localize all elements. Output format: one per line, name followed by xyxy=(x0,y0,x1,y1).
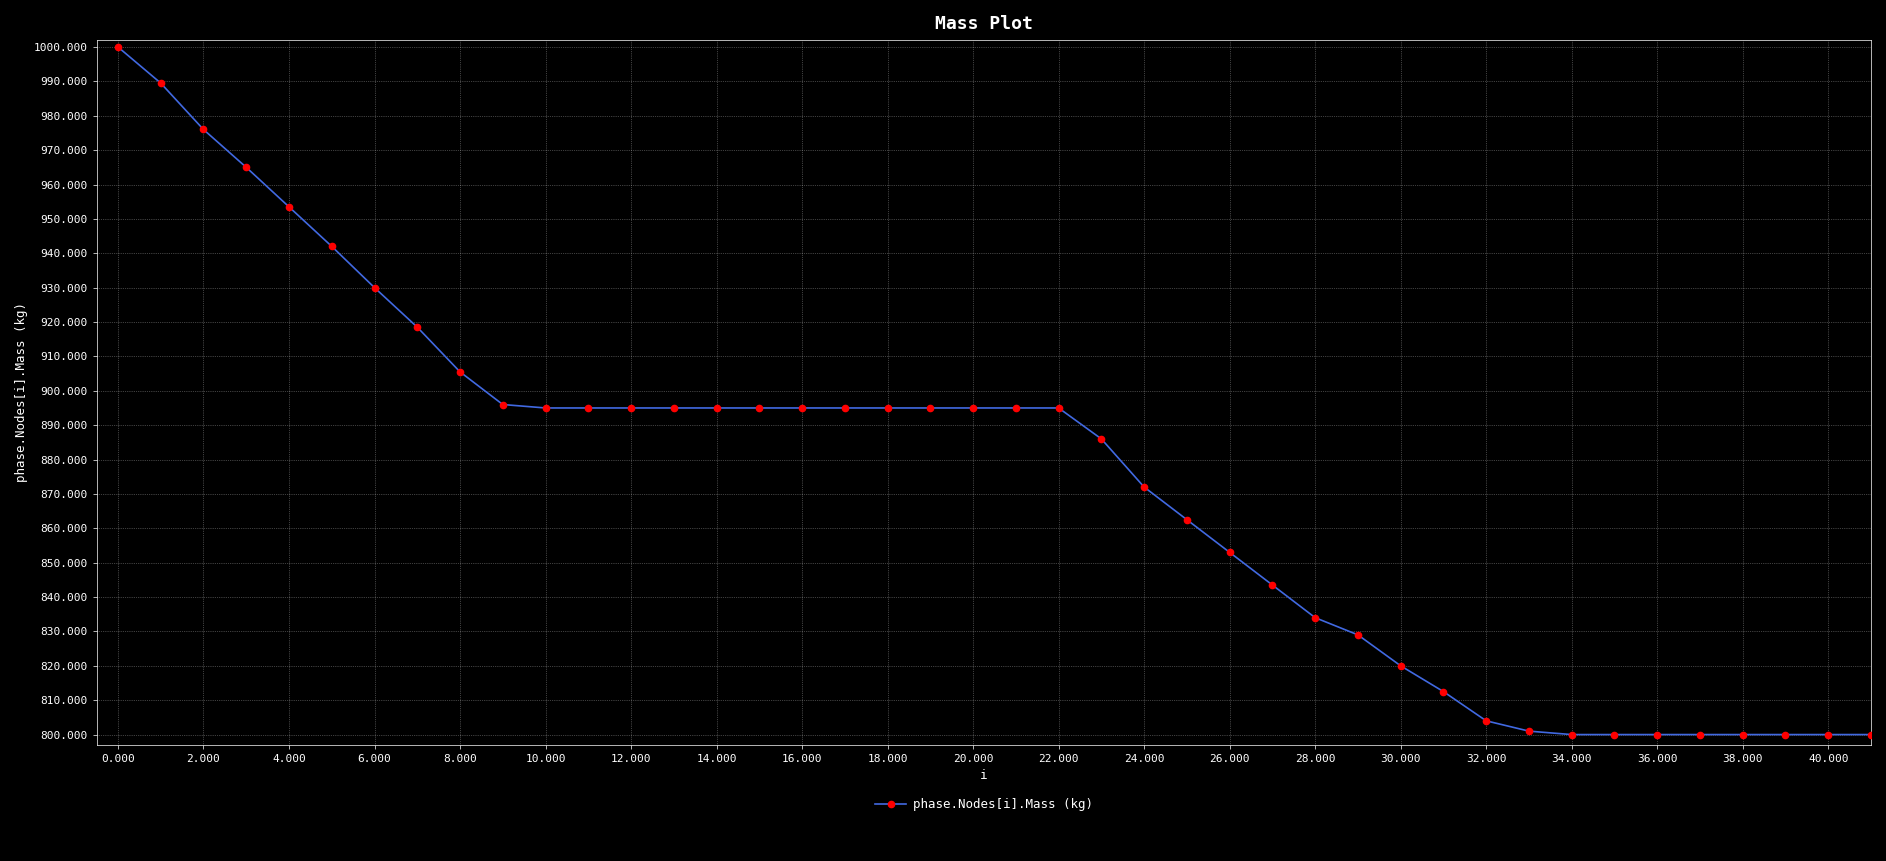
phase.Nodes[i].Mass (kg) xyxy=(492,400,515,410)
phase.Nodes[i].Mass (kg) xyxy=(1347,629,1369,640)
phase.Nodes[i].Mass (kg) xyxy=(1860,729,1882,740)
Title: Mass Plot: Mass Plot xyxy=(935,15,1034,33)
phase.Nodes[i].Mass (kg) xyxy=(149,77,172,88)
phase.Nodes[i].Mass (kg) xyxy=(1090,434,1113,444)
Legend: phase.Nodes[i].Mass (kg): phase.Nodes[i].Mass (kg) xyxy=(869,793,1098,816)
phase.Nodes[i].Mass (kg) xyxy=(1688,729,1711,740)
Line: phase.Nodes[i].Mass (kg): phase.Nodes[i].Mass (kg) xyxy=(115,44,1875,738)
phase.Nodes[i].Mass (kg) xyxy=(1218,548,1241,558)
phase.Nodes[i].Mass (kg) xyxy=(1518,726,1541,736)
phase.Nodes[i].Mass (kg) xyxy=(1646,729,1669,740)
phase.Nodes[i].Mass (kg) xyxy=(1475,715,1497,726)
phase.Nodes[i].Mass (kg) xyxy=(662,403,685,413)
phase.Nodes[i].Mass (kg) xyxy=(1175,515,1198,525)
phase.Nodes[i].Mass (kg) xyxy=(1560,729,1582,740)
phase.Nodes[i].Mass (kg) xyxy=(534,403,556,413)
phase.Nodes[i].Mass (kg) xyxy=(192,124,215,134)
phase.Nodes[i].Mass (kg) xyxy=(1731,729,1754,740)
phase.Nodes[i].Mass (kg) xyxy=(918,403,941,413)
phase.Nodes[i].Mass (kg) xyxy=(1047,403,1069,413)
phase.Nodes[i].Mass (kg) xyxy=(449,367,472,377)
phase.Nodes[i].Mass (kg) xyxy=(1816,729,1839,740)
phase.Nodes[i].Mass (kg) xyxy=(321,241,343,251)
phase.Nodes[i].Mass (kg) xyxy=(962,403,984,413)
phase.Nodes[i].Mass (kg) xyxy=(834,403,856,413)
phase.Nodes[i].Mass (kg) xyxy=(1390,660,1413,671)
phase.Nodes[i].Mass (kg) xyxy=(749,403,771,413)
phase.Nodes[i].Mass (kg) xyxy=(1603,729,1626,740)
phase.Nodes[i].Mass (kg) xyxy=(1262,579,1284,590)
phase.Nodes[i].Mass (kg) xyxy=(1431,686,1454,697)
phase.Nodes[i].Mass (kg) xyxy=(705,403,728,413)
phase.Nodes[i].Mass (kg) xyxy=(1775,729,1797,740)
phase.Nodes[i].Mass (kg) xyxy=(1005,403,1028,413)
Y-axis label: phase.Nodes[i].Mass (kg): phase.Nodes[i].Mass (kg) xyxy=(15,302,28,482)
phase.Nodes[i].Mass (kg) xyxy=(877,403,900,413)
phase.Nodes[i].Mass (kg) xyxy=(1133,482,1156,492)
phase.Nodes[i].Mass (kg) xyxy=(236,162,258,172)
phase.Nodes[i].Mass (kg) xyxy=(364,282,387,293)
phase.Nodes[i].Mass (kg) xyxy=(1303,612,1326,623)
X-axis label: i: i xyxy=(981,770,988,783)
phase.Nodes[i].Mass (kg) xyxy=(277,201,300,212)
phase.Nodes[i].Mass (kg) xyxy=(108,42,130,53)
phase.Nodes[i].Mass (kg) xyxy=(405,322,428,332)
phase.Nodes[i].Mass (kg) xyxy=(620,403,643,413)
phase.Nodes[i].Mass (kg) xyxy=(790,403,813,413)
phase.Nodes[i].Mass (kg) xyxy=(577,403,600,413)
